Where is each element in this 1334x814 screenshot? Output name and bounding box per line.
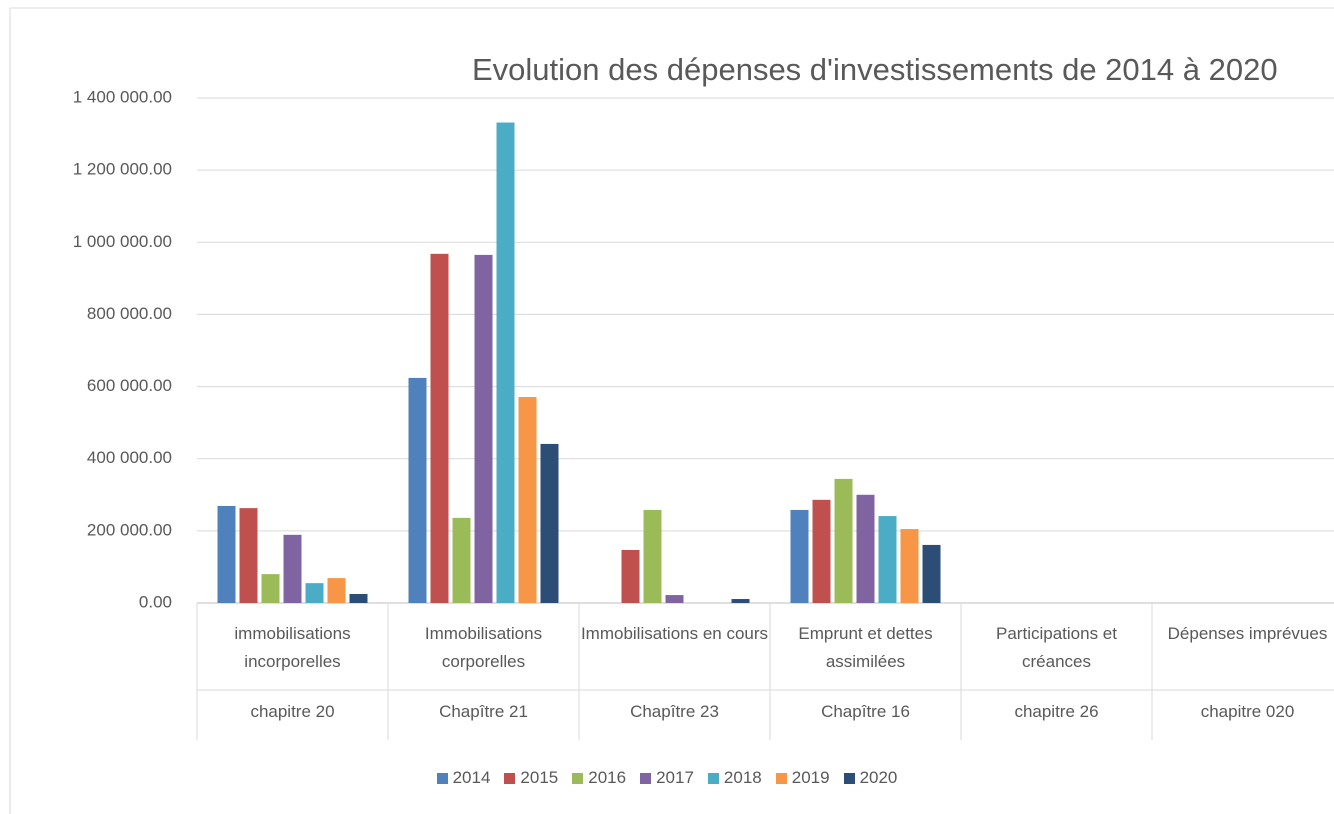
legend-swatch (775, 772, 787, 784)
legend-item: 2018 (707, 768, 762, 788)
legend-swatch (707, 772, 719, 784)
bar (834, 478, 853, 603)
legend-item: 2015 (504, 768, 558, 788)
x-tick-label: immobilisations incorporelles (234, 624, 351, 671)
legend-label: 2020 (859, 768, 898, 787)
y-tick-label: 800 000.00 (87, 304, 172, 323)
legend-swatch (436, 772, 448, 784)
legend-label: 2014 (452, 768, 491, 787)
legend-label: 2017 (656, 768, 694, 787)
legend-item: 2014 (436, 768, 491, 788)
legend-item: 2016 (572, 768, 626, 788)
bar (665, 595, 684, 603)
bar (408, 377, 427, 603)
bar (349, 593, 368, 603)
legend-swatch (504, 772, 516, 784)
bar (643, 509, 662, 603)
bar (540, 443, 559, 603)
bar (731, 599, 750, 603)
bar (621, 549, 640, 603)
legend-label: 2018 (723, 768, 762, 787)
bar (305, 583, 324, 603)
y-tick-label: 0.00 (139, 592, 172, 611)
x-tick-label: Immobilisations corporelles (424, 624, 543, 671)
bar (496, 122, 515, 604)
bar (790, 509, 809, 603)
chart-title: Evolution des dépenses d'investissements… (472, 52, 1278, 87)
x-group-label: Chapître 23 (630, 702, 719, 721)
bar (474, 254, 493, 604)
bar (856, 494, 875, 603)
bar (518, 397, 537, 603)
legend-swatch (843, 772, 855, 784)
legend-item: 2019 (775, 768, 830, 788)
legend-label: 2019 (791, 768, 830, 787)
bar (452, 517, 471, 603)
x-tick-label: Participations et créances (996, 624, 1117, 671)
bar (261, 574, 280, 603)
x-tick-label: Dépenses imprévues (1167, 624, 1328, 643)
x-group-label: Chapître 21 (439, 702, 528, 721)
bar (878, 516, 897, 603)
x-tick-label: Emprunt et dettes assimilées (798, 624, 933, 671)
y-tick-label: 1 000 000.00 (73, 232, 172, 251)
x-group-label: chapitre 20 (250, 702, 335, 721)
legend: 2014 2015 2016 2017 2018 2019 2020 (0, 768, 1334, 788)
x-group-label: chapitre 020 (1200, 702, 1295, 721)
y-tick-label: 400 000.00 (87, 448, 172, 467)
bar (900, 529, 919, 603)
bar (922, 544, 941, 603)
x-tick-label: Immobilisations en cours (580, 624, 769, 643)
bar (327, 578, 346, 603)
legend-item: 2020 (843, 768, 898, 788)
bar (430, 253, 449, 604)
legend-swatch (572, 772, 584, 784)
legend-item: 2017 (640, 768, 694, 788)
bar (283, 534, 302, 603)
legend-swatch (640, 772, 652, 784)
x-group-label: Chapître 16 (821, 702, 910, 721)
x-group-label: chapitre 26 (1014, 702, 1099, 721)
bar (217, 505, 236, 603)
legend-label: 2015 (520, 768, 559, 787)
legend-label: 2016 (588, 768, 627, 787)
bar (812, 499, 831, 603)
y-tick-label: 200 000.00 (87, 520, 172, 539)
bar (239, 508, 258, 603)
y-tick-label: 1 200 000.00 (73, 160, 172, 179)
y-tick-label: 1 400 000.00 (73, 87, 172, 106)
y-tick-label: 600 000.00 (87, 376, 172, 395)
